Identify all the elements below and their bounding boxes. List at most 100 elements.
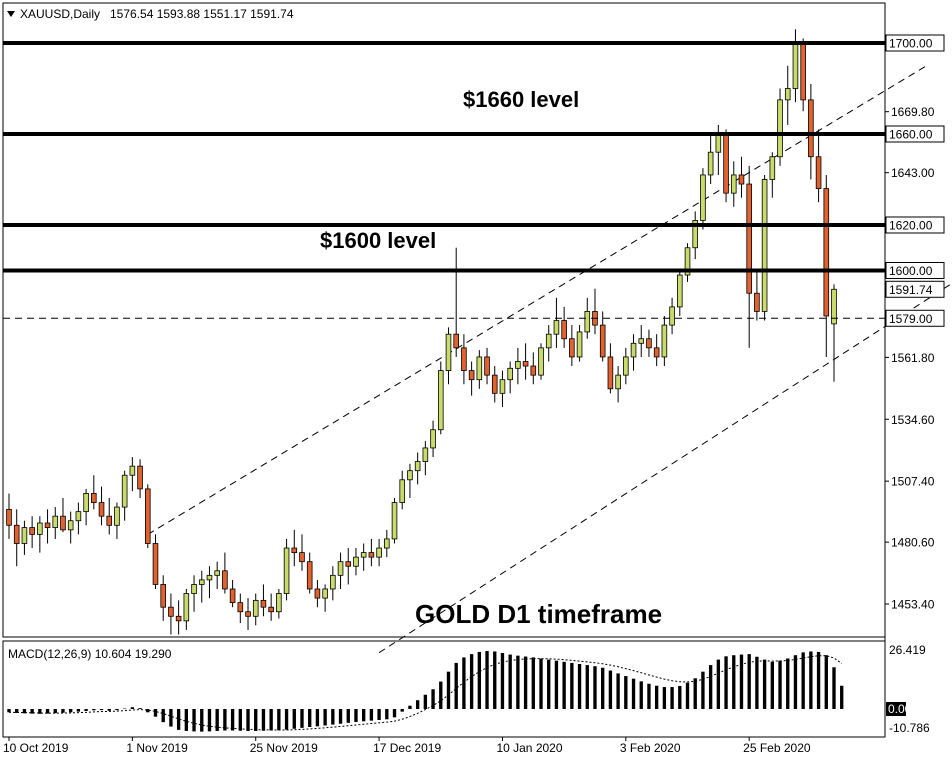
candle [252,593,259,626]
candle-body [260,599,267,608]
candle-body [607,356,614,390]
candle-body [283,547,290,594]
candle [168,593,174,635]
annotation-timeframe: GOLD D1 timeframe [415,599,662,629]
candle-body [499,379,506,394]
macd-panel [2,640,886,738]
candle [144,484,151,549]
candle [607,343,614,394]
candle-body [823,188,830,317]
macd-scale-zero: 0.00 [888,702,912,716]
candle-body [769,156,776,180]
candle-body [808,99,814,158]
candle [461,334,467,385]
annotation-1600-level: $1600 level [320,228,436,253]
dropdown-triangle-icon[interactable] [7,11,15,17]
candle [137,459,143,498]
candle-body [569,338,575,358]
candle-body [175,615,182,622]
price-tag-label: 1700.00 [889,37,933,51]
candle-body [13,524,20,544]
candle [784,65,791,125]
candle-body [29,527,35,535]
candle-body [800,42,806,101]
annotation-1660-level: $1660 level [463,87,579,112]
candle-body [576,331,583,358]
date-tick-label: 1 Nov 2019 [126,741,188,755]
candle-body [276,593,282,613]
candle-body [677,274,683,308]
candle [723,129,729,203]
candle-body [777,99,783,158]
candle [245,598,251,630]
candle-body [723,133,729,194]
candle-body [306,561,313,590]
candle-body [121,474,128,508]
candle-body [584,311,591,333]
candle-body [815,156,822,189]
candle [808,83,814,180]
candle [445,327,452,385]
candle-body [700,174,706,221]
candle-body [399,479,406,503]
macd-signal-line [8,655,843,731]
candle [345,548,352,585]
candle-body [330,574,336,590]
candle-body [229,588,236,604]
candle-body [37,522,43,535]
candle-body [137,465,143,490]
candle-body [553,320,560,335]
price-tag-label: 1600.00 [889,264,933,278]
candle [407,463,413,498]
candle [106,497,113,535]
price-axis-ticks: 1453.40 1480.60 1507.40 1534.60 1561.80 1643.… [885,105,935,612]
candle-body [245,611,251,617]
price-tick-label: 1507.40 [891,475,935,489]
candle-body [360,552,367,558]
price-tag-label: 1579.00 [889,312,933,326]
date-tick-label: 17 Dec 2019 [373,741,441,755]
candle-body [183,593,190,622]
candle [669,297,675,335]
candle [152,534,159,589]
candle [368,538,375,567]
symbol-label: XAUUSD,Daily [20,7,100,21]
candle-body [515,361,521,369]
candle-body [237,602,244,613]
candle [538,343,544,380]
candle [661,315,668,367]
candle [91,475,97,510]
date-axis-labels: 10 Oct 2019 1 Nov 2019 25 Nov 2019 17 Dec 2… [3,737,811,755]
candle [21,520,28,555]
candle [283,538,290,601]
candle [738,156,745,198]
candle [376,538,382,567]
candle-body [599,324,606,358]
candle-body [314,588,321,599]
candle-body [21,527,28,544]
price-tag [885,34,945,52]
price-tick-label: 1561.80 [891,351,935,365]
candle-body [661,324,668,358]
candle [730,161,737,207]
candle [121,470,128,521]
candle [391,497,398,544]
candle-body [91,493,97,503]
candle-body [384,538,390,549]
candle [98,486,105,526]
candle-body [414,461,421,472]
horizontal-levels: 1700.00 1660.00 1620.00 1600.00 1591.74 1579.… [3,34,945,327]
candle [83,488,89,526]
candle-body [538,347,544,376]
candle-body [98,502,105,517]
macd-zero-tag [886,702,906,716]
candle [229,579,236,608]
candle [114,502,120,539]
candle [623,347,629,385]
candle [700,168,706,230]
candle [769,152,776,198]
macd-scale-top: 26.419 [889,643,926,657]
candle [584,297,591,339]
candle [322,584,328,612]
